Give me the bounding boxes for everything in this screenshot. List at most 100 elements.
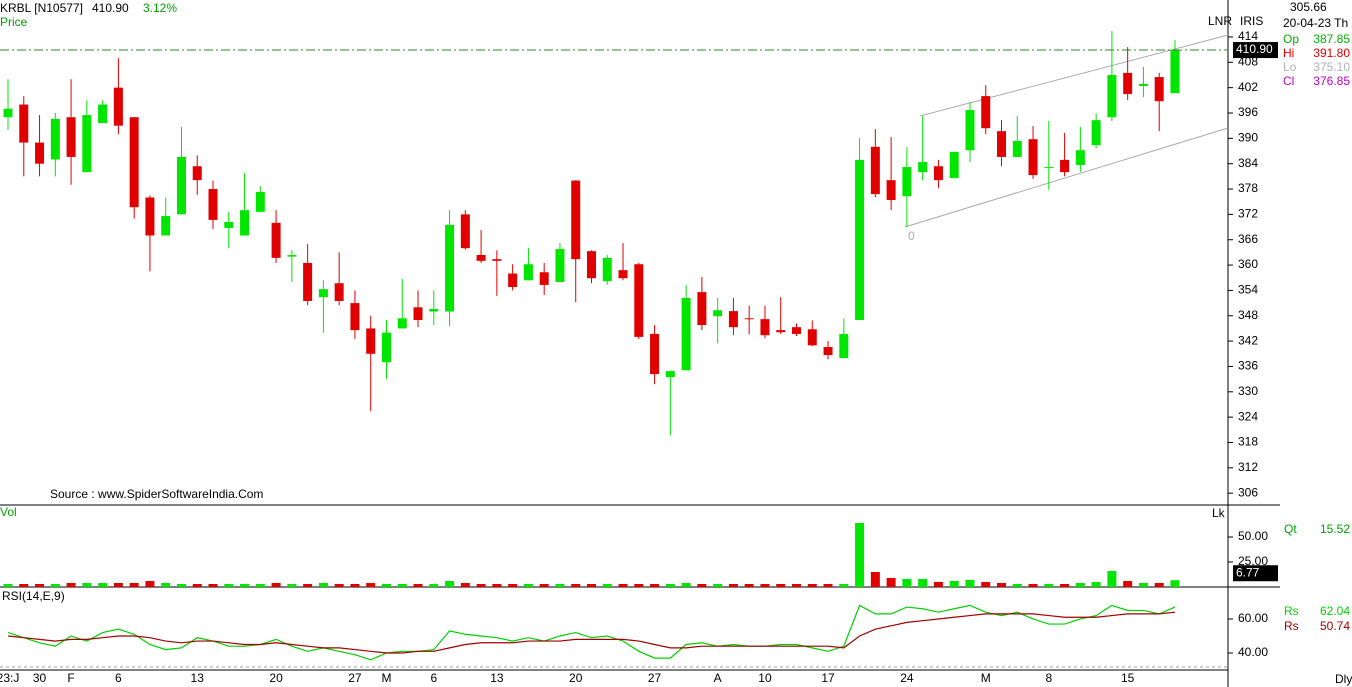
candle-body	[381, 332, 391, 363]
y-tick-label: 25.00	[1238, 554, 1268, 568]
y-tick-label: 50.00	[1238, 529, 1268, 543]
y-tick-label: 324	[1238, 409, 1258, 423]
price: 410.90	[92, 1, 129, 15]
volume-bar	[839, 584, 849, 587]
candle-body	[918, 162, 928, 173]
x-tick-label: 6	[430, 671, 437, 685]
y-tick-label: 366	[1238, 232, 1258, 246]
candle-body	[192, 166, 202, 181]
candle-body	[933, 166, 943, 181]
volume-bar	[176, 584, 186, 587]
y-tick-label: 390	[1238, 131, 1258, 145]
candle-body	[19, 104, 29, 143]
source: Source : www.SpiderSoftwareIndia.Com	[50, 487, 263, 501]
volume-bar	[1123, 581, 1133, 587]
candle-body	[1154, 77, 1164, 102]
candle-body	[523, 264, 533, 281]
volume-bar	[618, 584, 628, 587]
x-tick-label: 24	[900, 671, 914, 685]
y-tick-label: 40.00	[1238, 645, 1268, 659]
candle-body	[492, 259, 502, 261]
timeframe: Dly	[1335, 672, 1352, 686]
x-tick-label: 13	[490, 671, 504, 685]
symbol: KRBL [N10577]	[0, 1, 83, 15]
candle-body	[35, 142, 45, 164]
volume-bar	[208, 584, 218, 587]
y-tick-label: 396	[1238, 105, 1258, 119]
volume-bar	[82, 583, 92, 587]
readout-value: 387.85	[1313, 32, 1350, 46]
y-tick-label: 336	[1238, 359, 1258, 373]
volume-bar	[350, 584, 360, 587]
candle-body	[460, 214, 470, 249]
volume-bar	[981, 582, 991, 587]
volume-bar	[1028, 584, 1038, 587]
candle-body	[697, 292, 707, 326]
volume-bar	[650, 584, 660, 587]
candle-body	[823, 347, 833, 356]
volume-bar	[855, 523, 865, 587]
volume-bar	[192, 584, 202, 587]
volume-bar	[792, 584, 801, 587]
candle-body	[318, 289, 328, 298]
y-tick-label: 306	[1238, 485, 1258, 499]
panel-label: Price	[0, 15, 28, 29]
candle-body	[965, 110, 975, 151]
volume-bar	[492, 584, 502, 587]
candle-body	[303, 262, 313, 301]
y-tick-label: 60.00	[1238, 611, 1268, 625]
candle-body	[728, 311, 738, 328]
x-tick-label: 27	[648, 671, 662, 685]
candle-body	[981, 96, 991, 129]
x-tick-label: 10	[758, 671, 772, 685]
candle-body	[586, 251, 596, 279]
x-tick-label: 20	[569, 671, 583, 685]
candle-body	[255, 191, 265, 212]
volume-bar	[1060, 584, 1070, 587]
volume-bar	[665, 584, 675, 587]
scale-mode: LNR	[1208, 14, 1232, 28]
panel-label: RSI(14,E,9)	[2, 589, 65, 603]
readout-name: Rs	[1284, 619, 1299, 633]
volume-bar	[744, 584, 754, 587]
volume-bar	[98, 583, 108, 587]
volume-bar	[66, 583, 76, 587]
candle-body	[744, 318, 754, 320]
last-volume-label: 6.77	[1236, 565, 1260, 579]
y-tick-label: 384	[1238, 156, 1258, 170]
candle-body	[665, 371, 675, 378]
volume-bar	[334, 584, 344, 587]
candle-body	[334, 283, 344, 301]
rsi-line	[7, 611, 1176, 654]
volume-bar	[760, 584, 770, 587]
candle-body	[681, 298, 691, 371]
candle-body	[1044, 167, 1054, 169]
volume-bar	[886, 578, 896, 587]
volume-bar	[129, 583, 139, 587]
volume-bar	[476, 584, 486, 587]
candle-body	[1075, 150, 1085, 165]
candle-body	[161, 216, 171, 236]
volume-bar	[697, 584, 707, 587]
candle-body	[66, 117, 76, 157]
volume-bar	[965, 580, 975, 587]
candle-body	[50, 118, 60, 160]
x-tick-label: 27	[348, 671, 362, 685]
volume-bar	[303, 584, 313, 587]
x-tick-label: F	[67, 671, 74, 685]
candle-body	[571, 180, 581, 260]
volume-bar	[713, 584, 723, 587]
readout-name: Lo	[1283, 60, 1297, 74]
candle-body	[129, 117, 139, 208]
candle-body	[886, 180, 896, 201]
candle-body	[508, 273, 518, 288]
y-tick-label: 354	[1238, 283, 1258, 297]
candle-body	[1138, 83, 1148, 86]
readout-name: Qt	[1284, 522, 1297, 536]
volume-bar	[1107, 571, 1117, 587]
candle-body	[1170, 50, 1180, 94]
volume-bar	[287, 584, 297, 587]
volume-bar	[1154, 583, 1164, 587]
candle-body	[855, 159, 865, 320]
candle-body	[445, 224, 455, 312]
